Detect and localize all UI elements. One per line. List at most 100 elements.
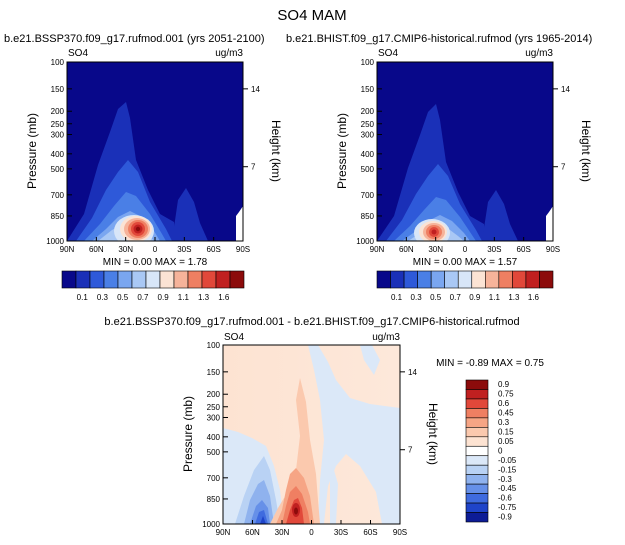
colorbar-label: 1.6	[528, 293, 540, 302]
y-tick-label: 500	[207, 448, 221, 457]
panel-a-field	[67, 62, 243, 241]
panel-c-y2label: Height (km)	[426, 403, 440, 465]
colorbar-swatch	[485, 270, 500, 289]
x-tick-label: 30S	[487, 245, 501, 254]
x-tick-label: 60S	[517, 245, 531, 254]
colorbar-label: 0.5	[430, 293, 442, 302]
y-tick-label: 300	[207, 413, 221, 422]
panel-b-y2label: Height (km)	[579, 120, 593, 182]
panel-b-title: b.e21.BHIST.f09_g17.CMIP6-historical.ruf…	[286, 33, 592, 45]
colorbar-label: -0.3	[498, 475, 512, 484]
colorbar-swatch	[103, 270, 119, 289]
y-tick-label: 100	[51, 58, 65, 67]
x-tick-label: 30N	[118, 245, 133, 254]
colorbar-swatch	[215, 270, 231, 289]
y-tick-label: 150	[51, 85, 65, 94]
colorbar-swatch	[465, 389, 489, 400]
y-tick-label: 1000	[356, 237, 374, 246]
colorbar-swatch	[465, 398, 489, 409]
x-tick-label: 30S	[177, 245, 191, 254]
y-tick-label: 250	[51, 120, 65, 129]
colorbar-swatch	[465, 502, 489, 513]
x-tick-label: 60N	[399, 245, 414, 254]
colorbar-label: 0.9	[469, 293, 481, 302]
colorbar-swatch	[465, 512, 489, 523]
y-tick-label: 700	[207, 474, 221, 483]
x-tick-label: 30N	[275, 528, 290, 537]
panel-a-units: ug/m3	[215, 48, 243, 59]
panel-c-title: b.e21.BSSP370.f09_g17.rufmod.001 - b.e21…	[104, 316, 519, 328]
colorbar-swatch	[229, 270, 245, 289]
panel-c: b.e21.BSSP370.f09_g17.rufmod.001 - b.e21…	[104, 316, 544, 537]
y-tick-label: 700	[361, 191, 375, 200]
colorbar-swatch	[444, 270, 459, 289]
colorbar-label: 0.05	[498, 437, 514, 446]
y-tick-label: 200	[51, 107, 65, 116]
x-tick-label: 90N	[216, 528, 231, 537]
x-tick-label: 0	[153, 245, 158, 254]
colorbar-label: -0.75	[498, 503, 517, 512]
colorbar-swatch	[417, 270, 432, 289]
colorbar-label: -0.6	[498, 494, 512, 503]
colorbar-label: 1.1	[178, 293, 190, 302]
y-tick-label: 500	[51, 165, 65, 174]
y-tick-label: 1000	[46, 237, 64, 246]
panel-b: b.e21.BHIST.f09_g17.CMIP6-historical.ruf…	[286, 33, 593, 302]
x-tick-label: 60N	[245, 528, 260, 537]
y-tick-label: 100	[361, 58, 375, 67]
panel-c-units: ug/m3	[372, 332, 400, 343]
colorbar-swatch	[512, 270, 527, 289]
panel-c-stats: MIN = -0.89 MAX = 0.75	[436, 358, 544, 369]
x-tick-label: 90S	[546, 245, 560, 254]
colorbar-swatch	[471, 270, 486, 289]
colorbar-label: 0.3	[498, 418, 510, 427]
colorbar-swatch	[89, 270, 105, 289]
colorbar-swatch	[117, 270, 133, 289]
colorbar-label: 1.6	[218, 293, 230, 302]
x-tick-label: 30N	[428, 245, 443, 254]
colorbar-swatch	[465, 455, 489, 466]
y-tick-label: 850	[207, 495, 221, 504]
colorbar-swatch	[187, 270, 203, 289]
y-tick-label: 250	[207, 403, 221, 412]
colorbar-label: 0	[498, 446, 503, 455]
colorbar-swatch	[403, 270, 418, 289]
colorbar-label: 0.9	[158, 293, 170, 302]
x-tick-label: 60S	[207, 245, 221, 254]
y-tick-label: 850	[51, 212, 65, 221]
colorbar-label: 0.9	[498, 380, 510, 389]
panel-b-stats: MIN = 0.00 MAX = 1.57	[413, 257, 518, 268]
y-tick-label: 250	[361, 120, 375, 129]
colorbar-swatch	[465, 417, 489, 428]
x-tick-label: 0	[463, 245, 468, 254]
x-tick-label: 0	[309, 528, 314, 537]
colorbar-label: 1.3	[198, 293, 210, 302]
colorbar-label: 0.3	[97, 293, 109, 302]
colorbar-swatch	[465, 408, 489, 419]
colorbar-swatch	[465, 436, 489, 447]
colorbar-swatch	[173, 270, 189, 289]
y2-tick-label: 7	[251, 163, 256, 172]
x-tick-label: 90S	[393, 528, 407, 537]
y-tick-label: 200	[361, 107, 375, 116]
y-tick-label: 400	[51, 150, 65, 159]
panel-a: b.e21.BSSP370.f09_g17.rufmod.001 (yrs 20…	[4, 33, 283, 302]
panel-a-title: b.e21.BSSP370.f09_g17.rufmod.001 (yrs 20…	[4, 33, 265, 45]
colorbar-swatch	[465, 474, 489, 485]
colorbar-swatch	[539, 270, 554, 289]
colorbar-label: 0.1	[391, 293, 403, 302]
colorbar-swatch	[457, 270, 473, 289]
colorbar-label: -0.15	[498, 465, 517, 474]
figure-title: SO4 MAM	[277, 7, 346, 24]
colorbar-label: 0.6	[498, 399, 510, 408]
panel-b-units: ug/m3	[525, 48, 553, 59]
panel-b-variable: SO4	[378, 48, 398, 59]
colorbar-label: 1.1	[489, 293, 501, 302]
panel-c-variable: SO4	[224, 332, 244, 343]
colorbar-label: -0.05	[498, 456, 517, 465]
colorbar-swatch	[525, 270, 540, 289]
y-tick-label: 400	[361, 150, 375, 159]
y-tick-label: 150	[361, 85, 375, 94]
panel-a-y2label: Height (km)	[269, 120, 283, 182]
x-tick-label: 60N	[89, 245, 104, 254]
